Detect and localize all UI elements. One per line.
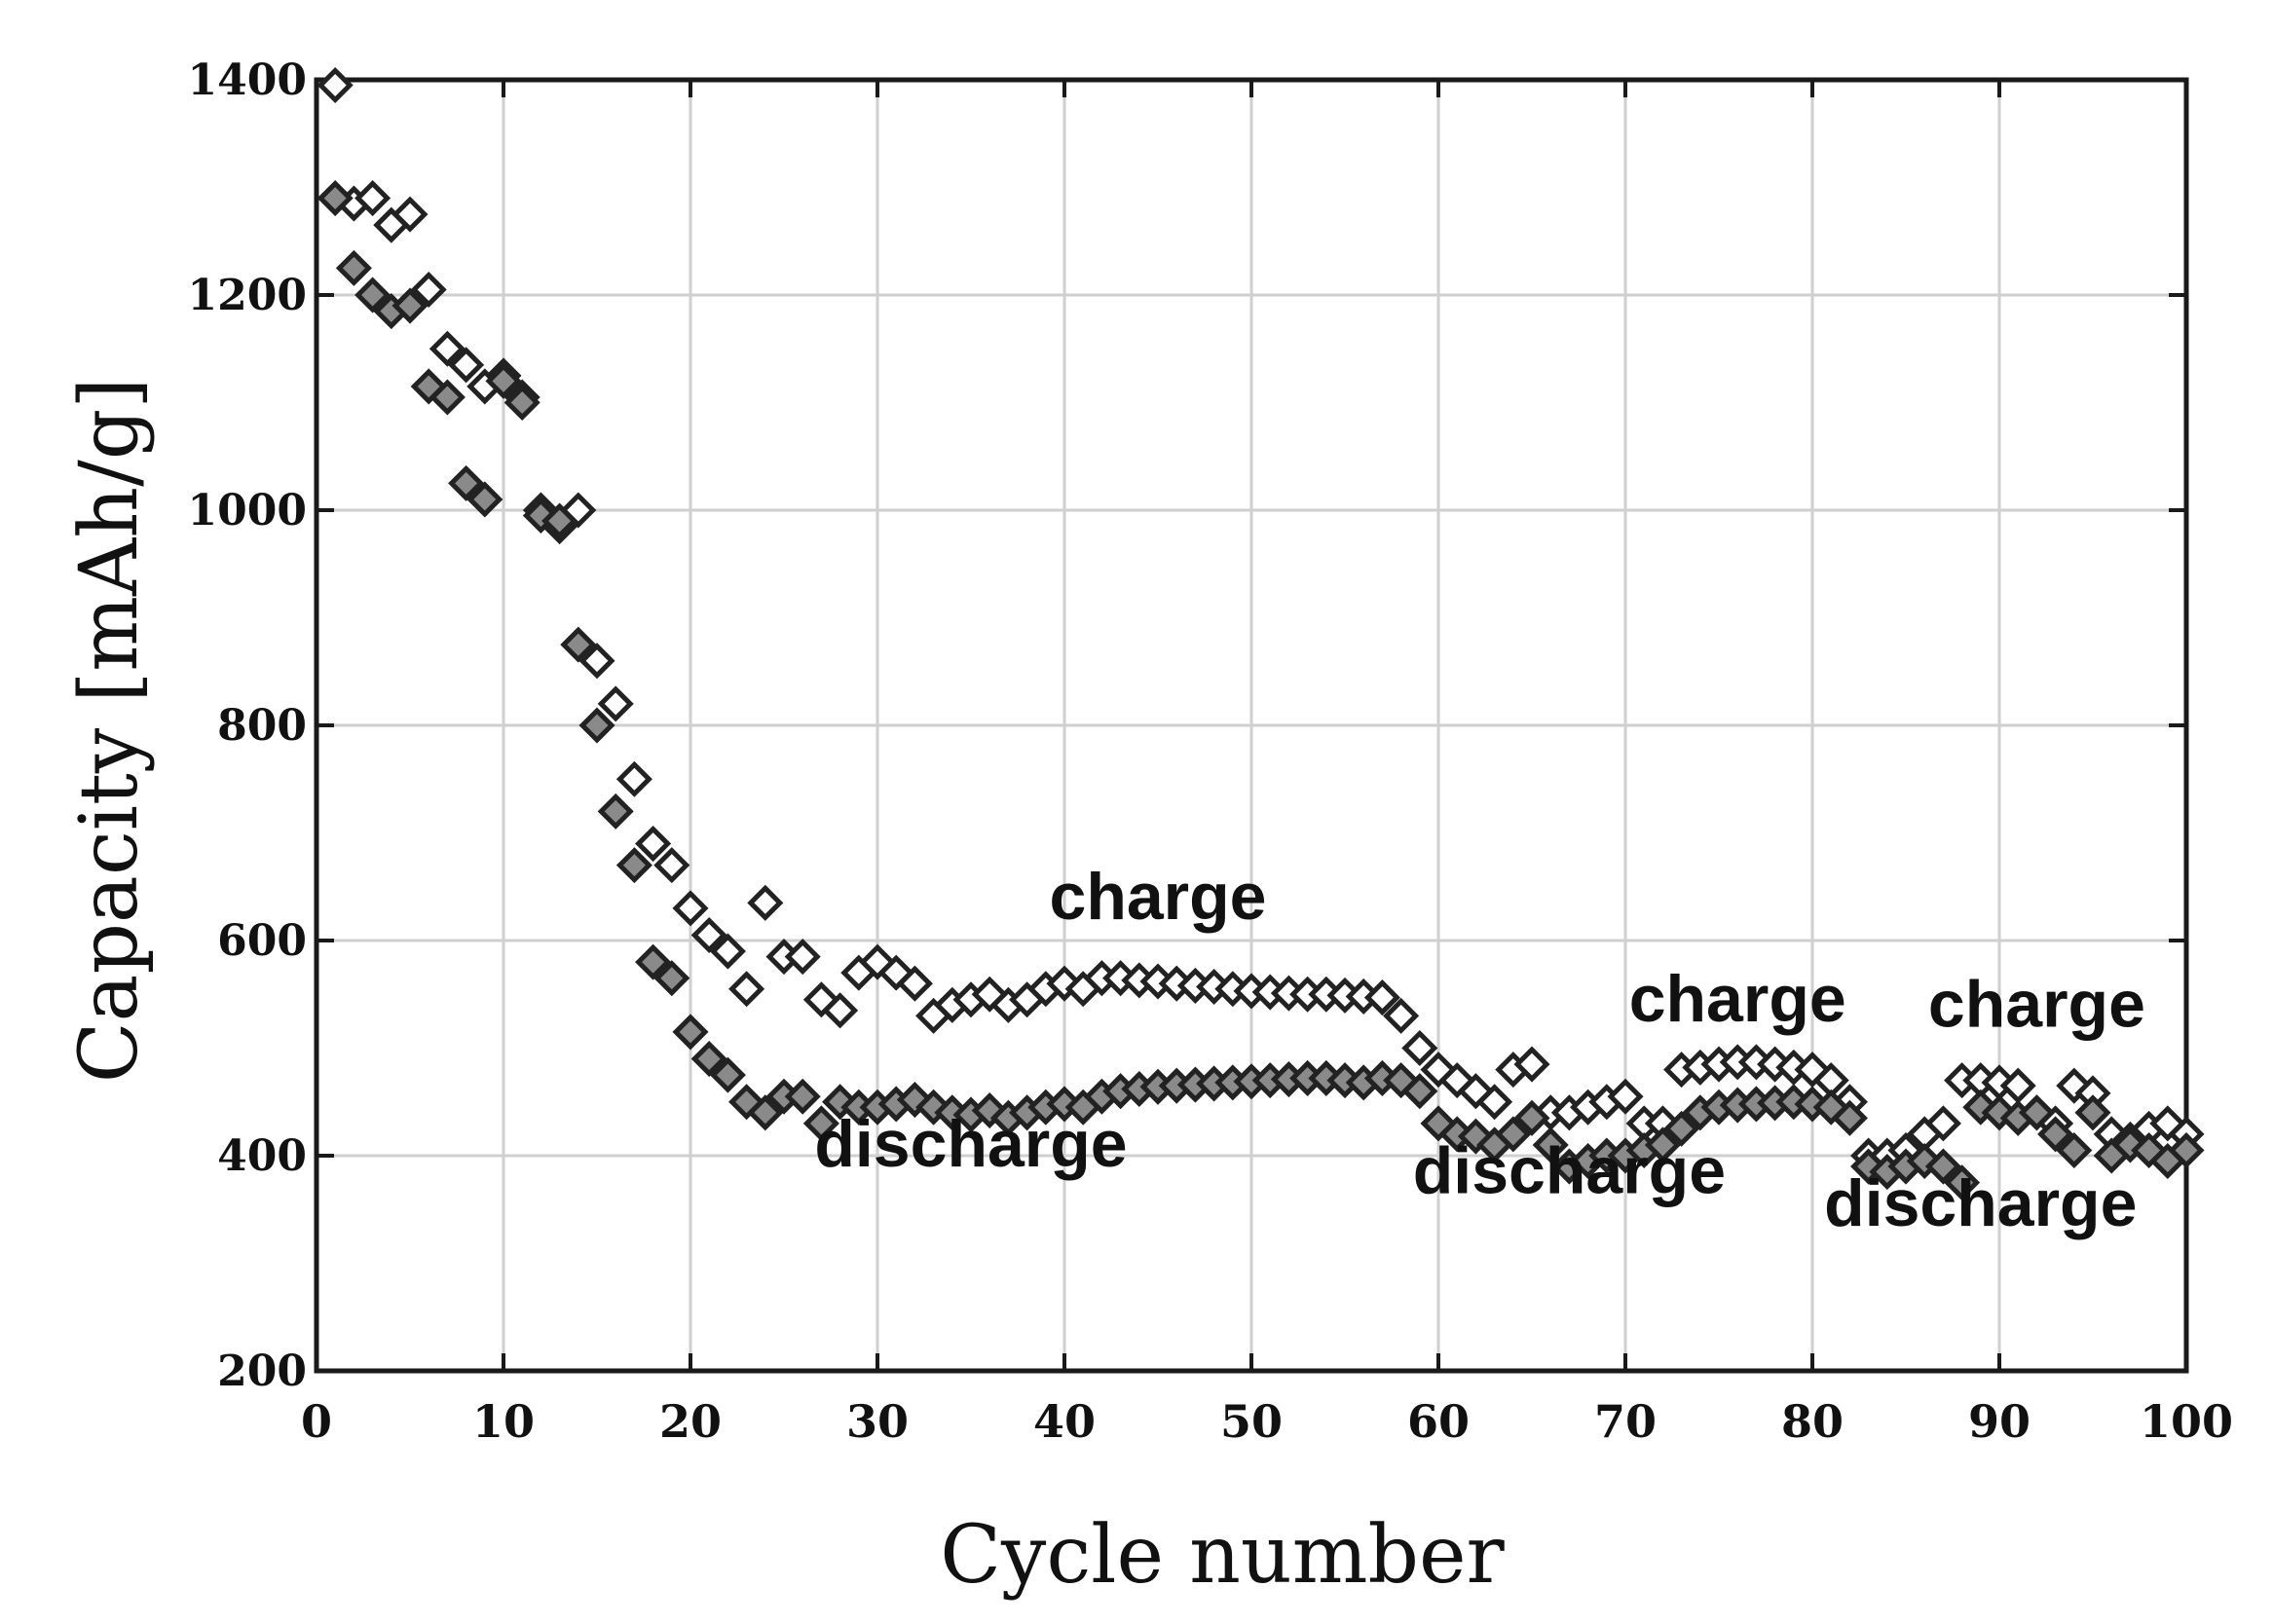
data-point <box>747 884 784 921</box>
data-point <box>1401 1029 1438 1067</box>
y-tick-label: 1200 <box>188 271 307 320</box>
data-point <box>560 626 597 663</box>
data-point <box>317 180 354 217</box>
data-point <box>354 277 391 314</box>
annotations: charge discharge charge discharge charge disc… <box>814 860 2145 1240</box>
data-point <box>690 916 727 954</box>
y-tick-label: 600 <box>217 916 307 966</box>
data-point <box>802 1105 839 1142</box>
data-point <box>335 249 372 286</box>
data-point <box>354 180 391 217</box>
data-point <box>597 793 634 830</box>
data-point <box>1495 1116 1532 1153</box>
data-point <box>2018 1094 2055 1131</box>
data-point <box>709 1056 746 1093</box>
data-point <box>429 330 466 367</box>
data-point <box>672 890 709 927</box>
data-point <box>2168 1131 2205 1169</box>
data-point <box>2037 1116 2074 1153</box>
data-point <box>1513 1099 1550 1136</box>
data-point <box>1944 1164 1981 1201</box>
data-point <box>1644 1126 1681 1163</box>
annotation-label: charge <box>1928 967 2145 1041</box>
x-tick-label: 100 <box>2140 1395 2233 1448</box>
annotation-label: discharge <box>814 1107 1127 1181</box>
data-point <box>1924 1105 1961 1142</box>
data-point <box>896 965 933 1002</box>
series-2 <box>317 180 2205 1201</box>
x-axis-title: Cycle number <box>940 1509 1505 1602</box>
data-point <box>578 643 615 680</box>
data-point <box>448 464 485 501</box>
data-point <box>615 760 652 797</box>
data-point <box>1924 1148 1961 1185</box>
x-tick-label: 20 <box>659 1395 722 1448</box>
data-point <box>391 287 429 324</box>
data-point <box>1383 997 1420 1034</box>
y-axis-title: Capacity [mAh/g] <box>63 378 156 1083</box>
data-point <box>448 347 485 384</box>
x-tick-label: 60 <box>1407 1395 1470 1448</box>
data-point <box>615 847 652 884</box>
series-1 <box>317 66 2205 1174</box>
data-point <box>747 1094 784 1131</box>
x-tick-label: 70 <box>1594 1395 1657 1448</box>
data-point <box>1532 1126 1569 1163</box>
data-point <box>822 992 859 1029</box>
data-point <box>597 685 634 722</box>
data-point <box>690 1041 727 1078</box>
y-tick-label: 200 <box>217 1347 307 1396</box>
data-point <box>653 847 690 884</box>
data-point <box>1831 1099 1868 1136</box>
data-point <box>1476 1084 1513 1121</box>
data-point <box>784 939 821 976</box>
annotation-label: discharge <box>1413 1134 1726 1208</box>
data-point <box>635 826 672 863</box>
data-point <box>578 707 615 744</box>
x-tick-label: 40 <box>1033 1395 1096 1448</box>
data-point <box>429 379 466 416</box>
data-point <box>709 933 746 970</box>
data-point <box>653 960 690 997</box>
x-tick-label: 80 <box>1781 1395 1844 1448</box>
data-point <box>635 943 672 980</box>
data-point <box>466 481 503 518</box>
x-tick-label: 10 <box>472 1395 535 1448</box>
y-tick-label: 800 <box>217 701 307 751</box>
data-point <box>317 66 354 104</box>
x-tick-label: 90 <box>1968 1395 2031 1448</box>
data-series <box>317 66 2205 1201</box>
y-tick-label: 1400 <box>188 55 307 105</box>
annotation-label: discharge <box>1824 1166 2137 1240</box>
data-point <box>410 271 447 309</box>
data-point <box>503 384 540 422</box>
data-point <box>391 196 429 233</box>
data-point <box>1607 1078 1644 1115</box>
data-point <box>485 362 522 399</box>
y-tick-label: 1000 <box>188 486 307 535</box>
x-tick-label: 50 <box>1220 1395 1283 1448</box>
x-tick-label: 30 <box>846 1395 909 1448</box>
data-point <box>2056 1131 2093 1169</box>
axis-ticks: 0 10 20 30 40 50 60 70 80 90 100 200 400 600 800 1000 12… <box>188 55 2233 1448</box>
gridlines <box>317 80 2186 1371</box>
data-point <box>1513 1046 1550 1083</box>
y-tick-label: 400 <box>217 1131 307 1181</box>
data-point <box>784 1078 821 1115</box>
annotation-label: charge <box>1629 962 1846 1036</box>
data-point <box>728 971 765 1008</box>
data-point <box>672 1014 709 1051</box>
data-point <box>1401 1073 1438 1110</box>
annotation-label: charge <box>1050 860 1267 934</box>
data-point <box>1663 1110 1700 1147</box>
x-tick-label: 0 <box>301 1395 332 1448</box>
data-point <box>541 502 578 539</box>
data-point <box>2074 1094 2111 1131</box>
data-point <box>1363 979 1400 1016</box>
